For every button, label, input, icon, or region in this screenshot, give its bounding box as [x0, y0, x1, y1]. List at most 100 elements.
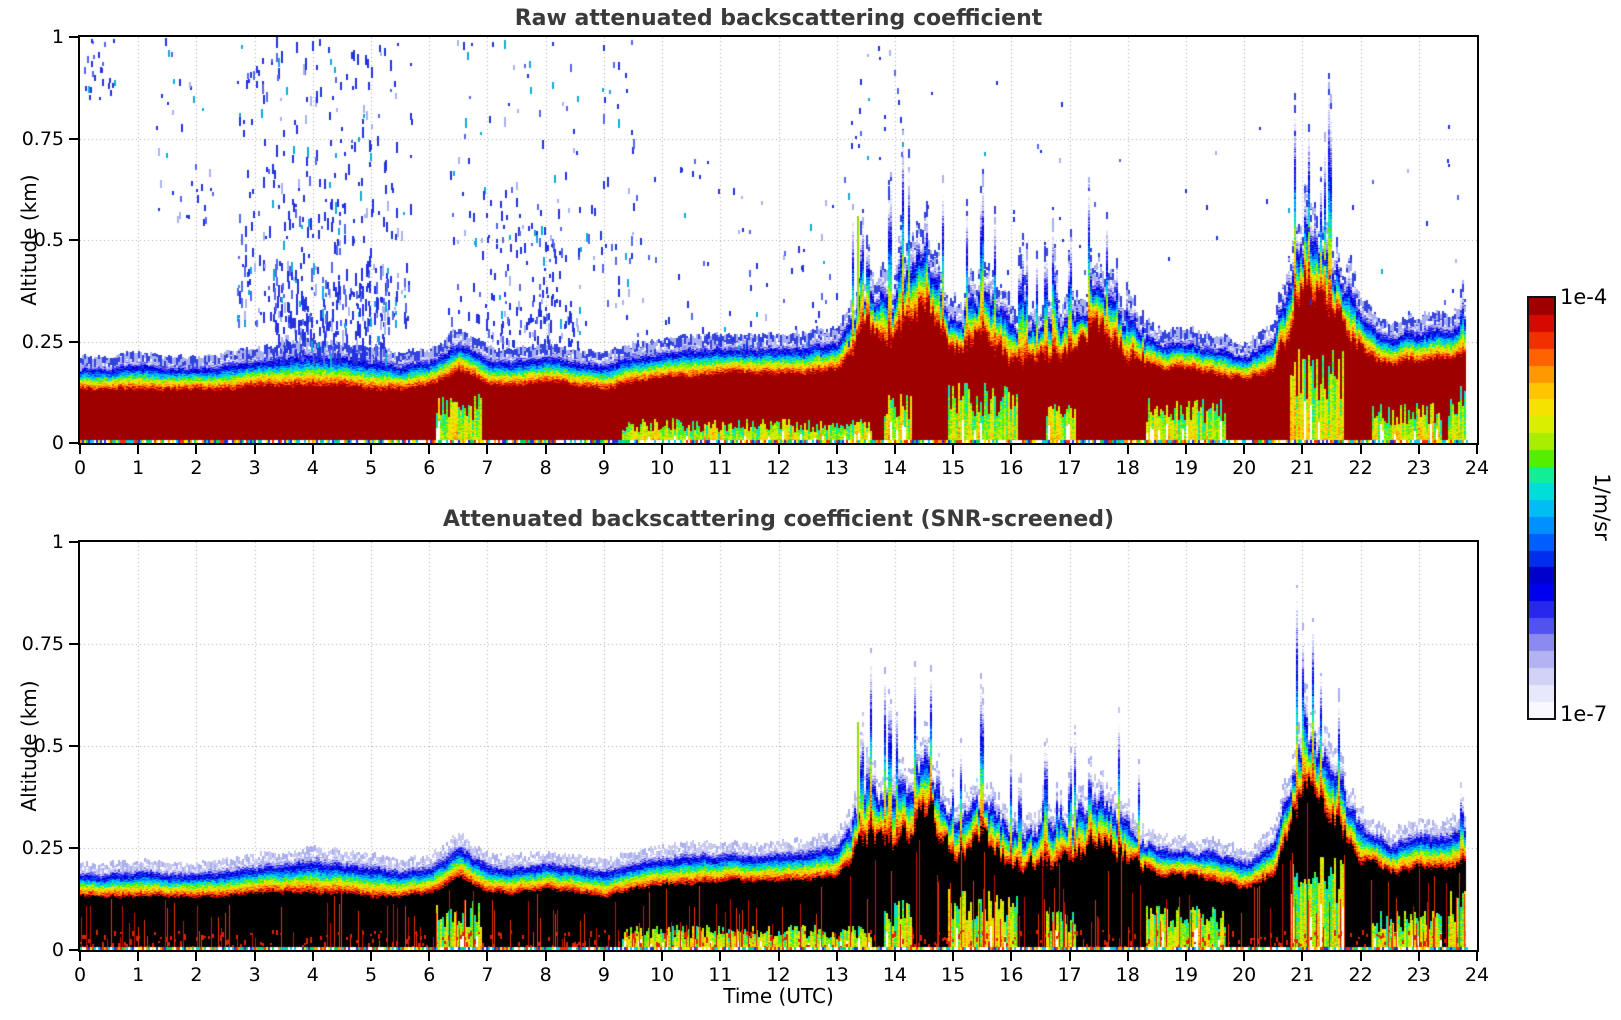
- x-tick-label: 15: [941, 964, 966, 986]
- x-tick-label: 17: [1057, 964, 1082, 986]
- x-tick-label: 17: [1057, 457, 1082, 479]
- x-tick: [1476, 445, 1478, 454]
- raw-panel-plot-area: [78, 35, 1479, 445]
- screened-heatmap-canvas: [80, 542, 1477, 950]
- x-tick-label: 3: [248, 964, 261, 986]
- x-tick-label: 9: [597, 457, 610, 479]
- x-tick: [428, 445, 431, 454]
- x-tick-label: 5: [364, 964, 378, 986]
- x-tick-label: 14: [882, 964, 907, 986]
- x-tick-label: 24: [1464, 964, 1490, 986]
- x-tick-label: 4: [306, 964, 319, 986]
- x-tick: [253, 445, 256, 454]
- x-tick: [661, 445, 664, 454]
- colorbar: [1527, 296, 1556, 720]
- x-tick: [79, 445, 81, 454]
- x-tick-label: 1: [132, 964, 145, 986]
- x-tick-label: 12: [766, 964, 791, 986]
- x-tick-label: 1: [132, 457, 145, 479]
- x-tick: [1359, 445, 1362, 454]
- x-tick-label: 19: [1173, 457, 1199, 479]
- x-tick-label: 23: [1406, 457, 1431, 479]
- x-tick: [1301, 952, 1304, 961]
- x-tick-label: 0: [73, 964, 87, 986]
- y-tick-label: 0: [51, 432, 64, 454]
- x-tick: [1476, 952, 1478, 961]
- x-tick: [1417, 445, 1420, 454]
- x-tick: [195, 952, 198, 961]
- colorbar-min-label: 1e-7: [1560, 702, 1608, 726]
- x-tick: [370, 952, 373, 961]
- x-tick: [79, 952, 81, 961]
- y-tick-label: 0.75: [21, 633, 64, 655]
- x-tick-label: 16: [999, 964, 1024, 986]
- x-tick: [486, 952, 489, 961]
- x-tick-label: 5: [364, 457, 378, 479]
- x-tick-label: 10: [649, 457, 675, 479]
- x-tick: [602, 445, 605, 454]
- x-tick: [1010, 952, 1013, 961]
- x-tick-label: 4: [306, 457, 319, 479]
- x-tick: [602, 952, 605, 961]
- y-tick: [69, 36, 78, 38]
- x-tick-label: 3: [248, 457, 261, 479]
- y-tick-label: 0: [51, 939, 64, 961]
- x-tick: [893, 952, 896, 961]
- x-tick: [544, 952, 547, 961]
- y-tick-label: 0.75: [21, 127, 64, 150]
- x-tick: [1359, 952, 1362, 961]
- screened-panel-title: Attenuated backscattering coefficient (S…: [442, 507, 1115, 532]
- y-tick-label: 1: [51, 531, 64, 553]
- x-tick: [311, 445, 314, 454]
- x-tick-label: 8: [539, 457, 552, 479]
- x-tick: [1126, 952, 1129, 961]
- x-tick-label: 11: [708, 457, 733, 479]
- y-tick: [69, 442, 78, 444]
- x-tick-label: 0: [73, 457, 87, 479]
- x-tick-label: 22: [1348, 964, 1373, 986]
- y-tick: [69, 847, 78, 849]
- raw-panel-title: Raw attenuated backscattering coefficien…: [514, 6, 1043, 31]
- x-tick: [137, 445, 140, 454]
- x-tick: [1068, 952, 1071, 961]
- x-tick: [311, 952, 314, 961]
- x-tick-label: 2: [190, 457, 203, 479]
- x-tick: [1184, 445, 1187, 454]
- x-tick: [1243, 952, 1246, 961]
- x-tick: [370, 445, 373, 454]
- y-tick-label: 1: [51, 26, 64, 48]
- raw-heatmap-canvas: [80, 37, 1477, 443]
- x-tick-label: 2: [190, 964, 203, 986]
- x-tick-label: 7: [481, 457, 494, 479]
- x-tick: [253, 952, 256, 961]
- x-tick: [1243, 445, 1246, 454]
- x-tick-label: 16: [999, 457, 1024, 479]
- x-tick: [777, 445, 780, 454]
- x-tick-label: 20: [1232, 964, 1257, 986]
- y-tick: [69, 643, 78, 645]
- x-tick-label: 18: [1115, 457, 1140, 479]
- x-tick-label: 6: [423, 457, 436, 479]
- colorbar-unit-label: 1/m/sr: [1590, 473, 1614, 541]
- x-tick: [486, 445, 489, 454]
- x-tick-label: 15: [941, 457, 966, 479]
- y-tick-label: 0.25: [21, 837, 64, 859]
- x-tick-label: 11: [708, 964, 733, 986]
- x-tick: [835, 445, 838, 454]
- y-tick: [69, 239, 78, 241]
- x-tick: [1417, 952, 1420, 961]
- x-tick: [719, 952, 722, 961]
- y-tick: [69, 340, 78, 343]
- x-tick: [544, 445, 547, 454]
- x-tick: [893, 445, 896, 454]
- x-tick: [661, 952, 664, 961]
- x-tick: [1126, 445, 1129, 454]
- x-tick-label: 6: [423, 964, 436, 986]
- x-tick-label: 13: [824, 457, 849, 479]
- x-tick: [777, 952, 780, 961]
- x-tick-label: 21: [1290, 964, 1315, 986]
- x-axis-label: Time (UTC): [723, 984, 834, 1008]
- x-tick-label: 22: [1348, 457, 1373, 479]
- x-tick: [1184, 952, 1187, 961]
